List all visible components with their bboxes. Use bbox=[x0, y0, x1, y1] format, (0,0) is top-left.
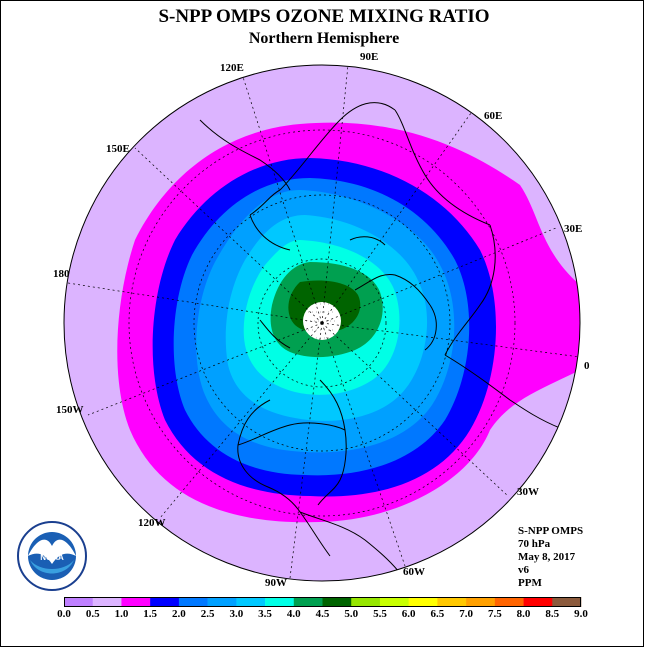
colorbar-segment bbox=[236, 597, 266, 607]
product-info: S-NPP OMPS 70 hPa May 8, 2017 v6 PPM bbox=[518, 525, 583, 590]
colorbar-segment bbox=[494, 597, 524, 607]
colorbar-segment bbox=[207, 597, 237, 607]
info-version: v6 bbox=[518, 564, 529, 576]
colorbar-tick-label: 2.5 bbox=[200, 608, 215, 620]
colorbar-tick-label: 5.5 bbox=[373, 608, 387, 620]
coastlines bbox=[199, 102, 561, 581]
colorbar-tick-label: 5.0 bbox=[344, 608, 359, 620]
info-date: May 8, 2017 bbox=[518, 551, 576, 563]
noaa-logo: NOAA bbox=[16, 520, 88, 597]
colorbar-segment bbox=[92, 597, 122, 607]
lon-label-150e: 150E bbox=[106, 143, 130, 155]
lon-label-90e: 90E bbox=[360, 51, 379, 63]
map-boundary bbox=[63, 64, 581, 582]
colorbar-tick-label: 8.5 bbox=[545, 608, 560, 620]
lon-label-120w: 120W bbox=[138, 517, 166, 529]
colorbar-segment bbox=[322, 597, 352, 607]
colorbar-tick-label: 0.0 bbox=[57, 608, 71, 620]
colorbar-border bbox=[64, 597, 581, 607]
colorbar-tick-label: 8.0 bbox=[516, 608, 531, 620]
colorbar-segment bbox=[437, 597, 467, 607]
info-level: 70 hPa bbox=[518, 538, 551, 550]
colorbar-tick-label: 2.0 bbox=[172, 608, 186, 620]
colorbar-segment bbox=[178, 597, 208, 607]
colorbar-segment bbox=[466, 597, 496, 607]
noaa-logo-text: NOAA bbox=[40, 553, 64, 562]
colorbar-tick-label: 6.0 bbox=[401, 608, 416, 620]
graticule bbox=[67, 65, 580, 579]
lon-label-30w: 30W bbox=[517, 486, 539, 498]
colorbar-segment bbox=[265, 597, 295, 607]
colorbar-tick-label: 4.5 bbox=[315, 608, 330, 620]
colorbar-tick-label: 0.5 bbox=[85, 608, 100, 620]
info-unit: PPM bbox=[518, 577, 542, 589]
colorbar-segment bbox=[523, 597, 553, 607]
colorbar-segment bbox=[351, 597, 381, 607]
colorbar-tick-label: 1.0 bbox=[114, 608, 129, 620]
lon-label-60e: 60E bbox=[484, 110, 503, 122]
colorbar-tick-label: 1.5 bbox=[143, 608, 158, 620]
colorbar-tick-label: 9.0 bbox=[574, 608, 588, 620]
colorbar-segment bbox=[552, 597, 582, 607]
lon-label-150w: 150W bbox=[56, 404, 84, 416]
colorbar-tick-label: 4.0 bbox=[286, 608, 301, 620]
colorbar-segment bbox=[121, 597, 151, 607]
colorbar-segment bbox=[379, 597, 409, 607]
lon-label-120e: 120E bbox=[220, 62, 244, 74]
colorbar bbox=[64, 597, 582, 607]
colorbar-tick-label: 3.5 bbox=[258, 608, 272, 620]
colorbar-tick-label: 7.0 bbox=[459, 608, 473, 620]
lon-label-60w: 60W bbox=[403, 566, 425, 578]
colorbar-tick-label: 3.0 bbox=[229, 608, 244, 620]
colorbar-tick-label: 7.5 bbox=[487, 608, 502, 620]
colorbar-tick-label: 6.5 bbox=[430, 608, 445, 620]
lon-label-180: 180 bbox=[53, 268, 70, 280]
map-title: S-NPP OMPS OZONE MIXING RATIO bbox=[158, 6, 490, 27]
lon-label-90w: 90W bbox=[265, 577, 287, 589]
lon-label-30e: 30E bbox=[564, 223, 583, 235]
colorbar-segment bbox=[150, 597, 180, 607]
map-subtitle: Northern Hemisphere bbox=[248, 30, 400, 47]
lon-label-0: 0 bbox=[584, 360, 590, 372]
info-instrument: S-NPP OMPS bbox=[518, 525, 584, 537]
colorbar-segment bbox=[408, 597, 438, 607]
colorbar-segment bbox=[64, 597, 94, 607]
colorbar-segment bbox=[293, 597, 323, 607]
